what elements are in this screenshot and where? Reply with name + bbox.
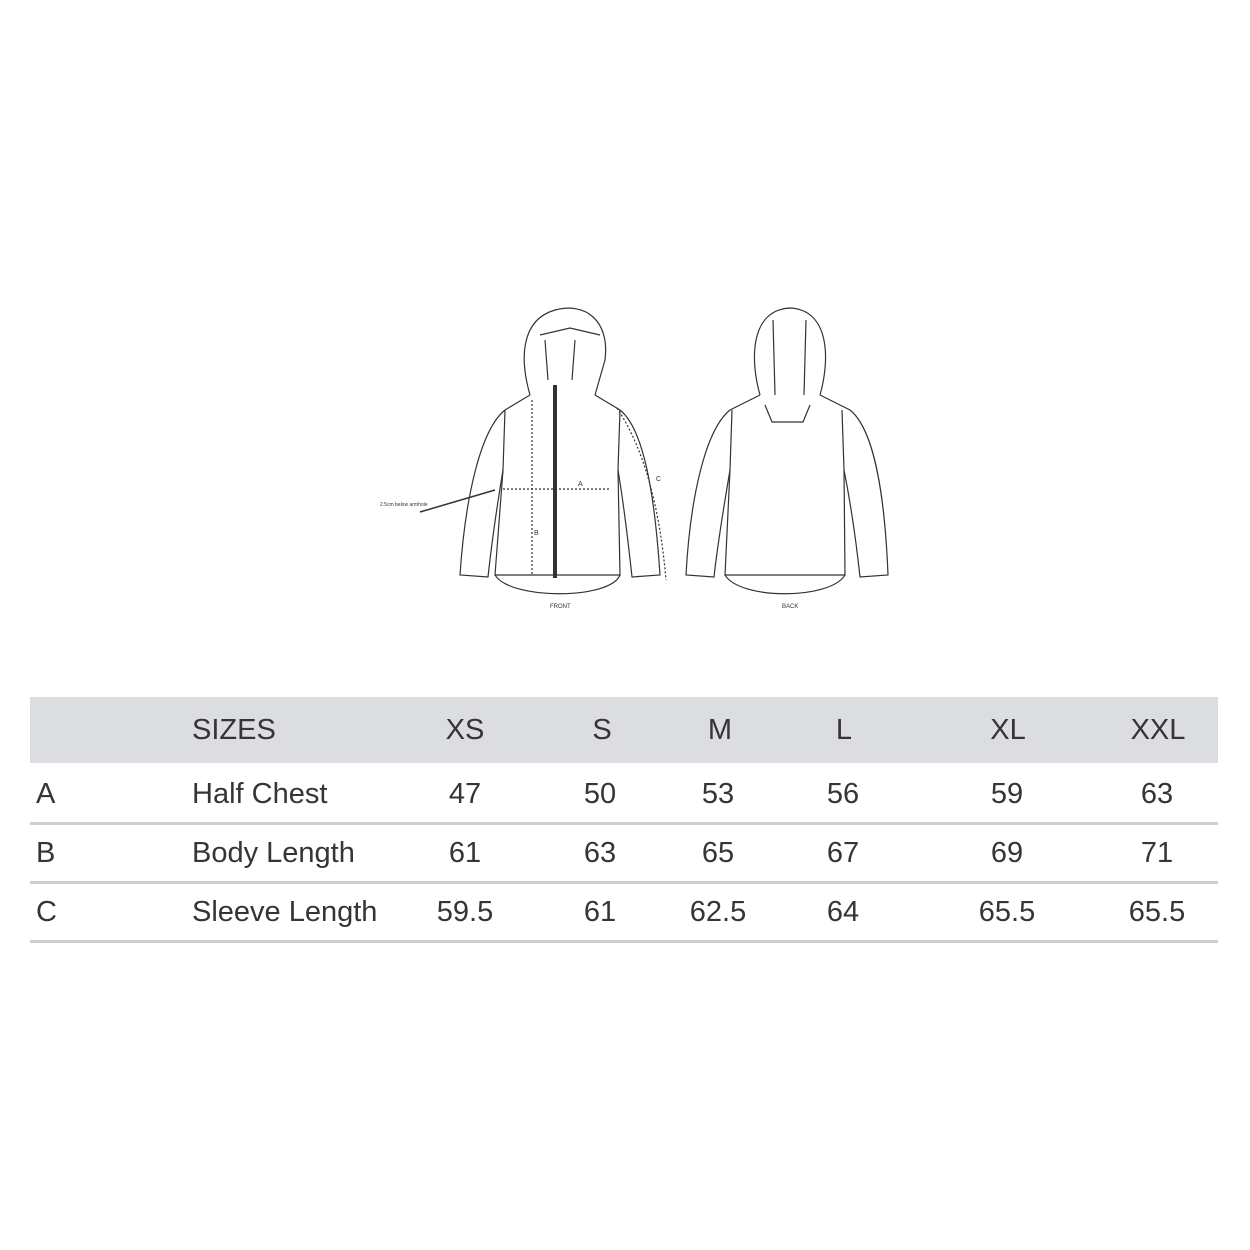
value-m: 65 (701, 836, 735, 869)
value-xs: 47 (448, 777, 482, 810)
value-l: 56 (826, 777, 860, 810)
size-table-header: SIZES XS S M L XL XXL (30, 697, 1218, 763)
measure-label-b: B (534, 530, 539, 537)
value-xxl: 71 (1140, 836, 1174, 869)
measure-label-a: A (578, 481, 583, 488)
jacket-front (419, 307, 667, 595)
back-label: BACK (782, 604, 798, 610)
table-row-sleeve-length: C Sleeve Length 59.5 61 62.5 64 65.5 65.… (30, 884, 1218, 943)
value-l: 64 (826, 895, 860, 928)
header-xs: XS (445, 713, 485, 746)
header-l: L (835, 713, 853, 746)
value-s: 50 (583, 777, 617, 810)
row-code: B (36, 836, 56, 869)
jacket-back (685, 307, 889, 595)
header-sizes: SIZES (192, 713, 276, 746)
annotation-text: 2.5cm below armhole (380, 502, 428, 508)
value-xxl: 65.5 (1128, 895, 1186, 928)
value-xl: 65.5 (978, 895, 1036, 928)
value-xl: 59 (990, 777, 1024, 810)
size-table-body: A Half Chest 47 50 53 56 59 63 B Body Le… (30, 766, 1218, 943)
row-name: Half Chest (192, 777, 328, 810)
value-xl: 69 (990, 836, 1024, 869)
header-m: M (707, 713, 733, 746)
jacket-diagram: 2.5cm below armhole A B C FRONT BACK (380, 307, 889, 610)
table-row-half-chest: A Half Chest 47 50 53 56 59 63 (30, 766, 1218, 825)
header-xl: XL (990, 713, 1026, 746)
front-label: FRONT (550, 604, 571, 610)
value-m: 53 (701, 777, 735, 810)
value-s: 63 (583, 836, 617, 869)
value-xs: 61 (448, 836, 482, 869)
value-xxl: 63 (1140, 777, 1174, 810)
header-xxl: XXL (1130, 713, 1186, 746)
row-code: C (36, 895, 57, 928)
header-s: S (592, 713, 612, 746)
measure-label-c: C (656, 476, 661, 483)
row-code: A (36, 777, 56, 810)
value-m: 62.5 (689, 895, 747, 928)
row-name: Sleeve Length (192, 895, 378, 928)
row-name: Body Length (192, 836, 355, 869)
table-row-body-length: B Body Length 61 63 65 67 69 71 (30, 825, 1218, 884)
value-s: 61 (583, 895, 617, 928)
value-l: 67 (826, 836, 860, 869)
value-xs: 59.5 (436, 895, 494, 928)
